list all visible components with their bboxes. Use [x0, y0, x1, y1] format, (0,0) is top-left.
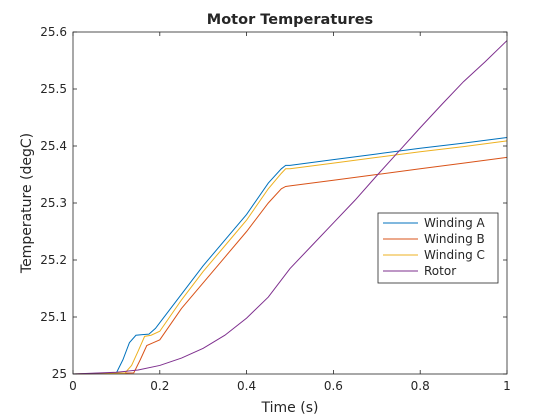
y-tick-label: 25.4	[40, 139, 67, 153]
series-line-rotor	[72, 40, 508, 375]
chart-title: Motor Temperatures	[207, 12, 373, 28]
x-tick-label: 0.8	[411, 379, 430, 393]
y-tick-label: 25.6	[40, 25, 67, 39]
y-tick-label: 25.5	[40, 82, 67, 96]
y-tick-label: 25.1	[40, 310, 67, 324]
y-tick-label: 25.3	[40, 196, 67, 210]
x-tick-label: 0.6	[324, 379, 343, 393]
y-tick-label: 25.2	[40, 253, 67, 267]
legend-entry-label: Rotor	[424, 264, 456, 278]
x-tick-label: 0	[69, 379, 77, 393]
y-tick-label: 25	[52, 367, 67, 381]
series-line-winding-c	[72, 140, 508, 375]
plot-area: 0 0.2 0.4 0.6 0.8 1 25 25.1 25.2 25.3 25.4 25.5 25.6	[40, 25, 511, 393]
legend-entry-label: Winding C	[424, 248, 485, 262]
x-tick-label: 1	[503, 379, 511, 393]
legend: Winding A Winding B Winding C Rotor	[377, 212, 499, 284]
series-line-winding-a	[72, 136, 508, 375]
y-axis-label: Temperature (degC)	[19, 133, 35, 274]
legend-entry-label: Winding B	[424, 232, 485, 246]
x-tick-label: 0.4	[237, 379, 256, 393]
series-line-winding-b	[72, 156, 508, 375]
legend-entry-label: Winding A	[424, 216, 486, 230]
x-axis-label: Time (s)	[261, 400, 319, 416]
x-tick-label: 0.2	[150, 379, 169, 393]
